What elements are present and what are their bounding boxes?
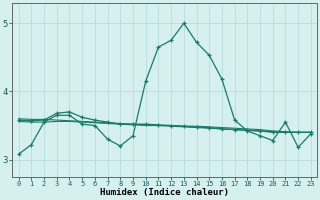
X-axis label: Humidex (Indice chaleur): Humidex (Indice chaleur): [100, 188, 229, 197]
